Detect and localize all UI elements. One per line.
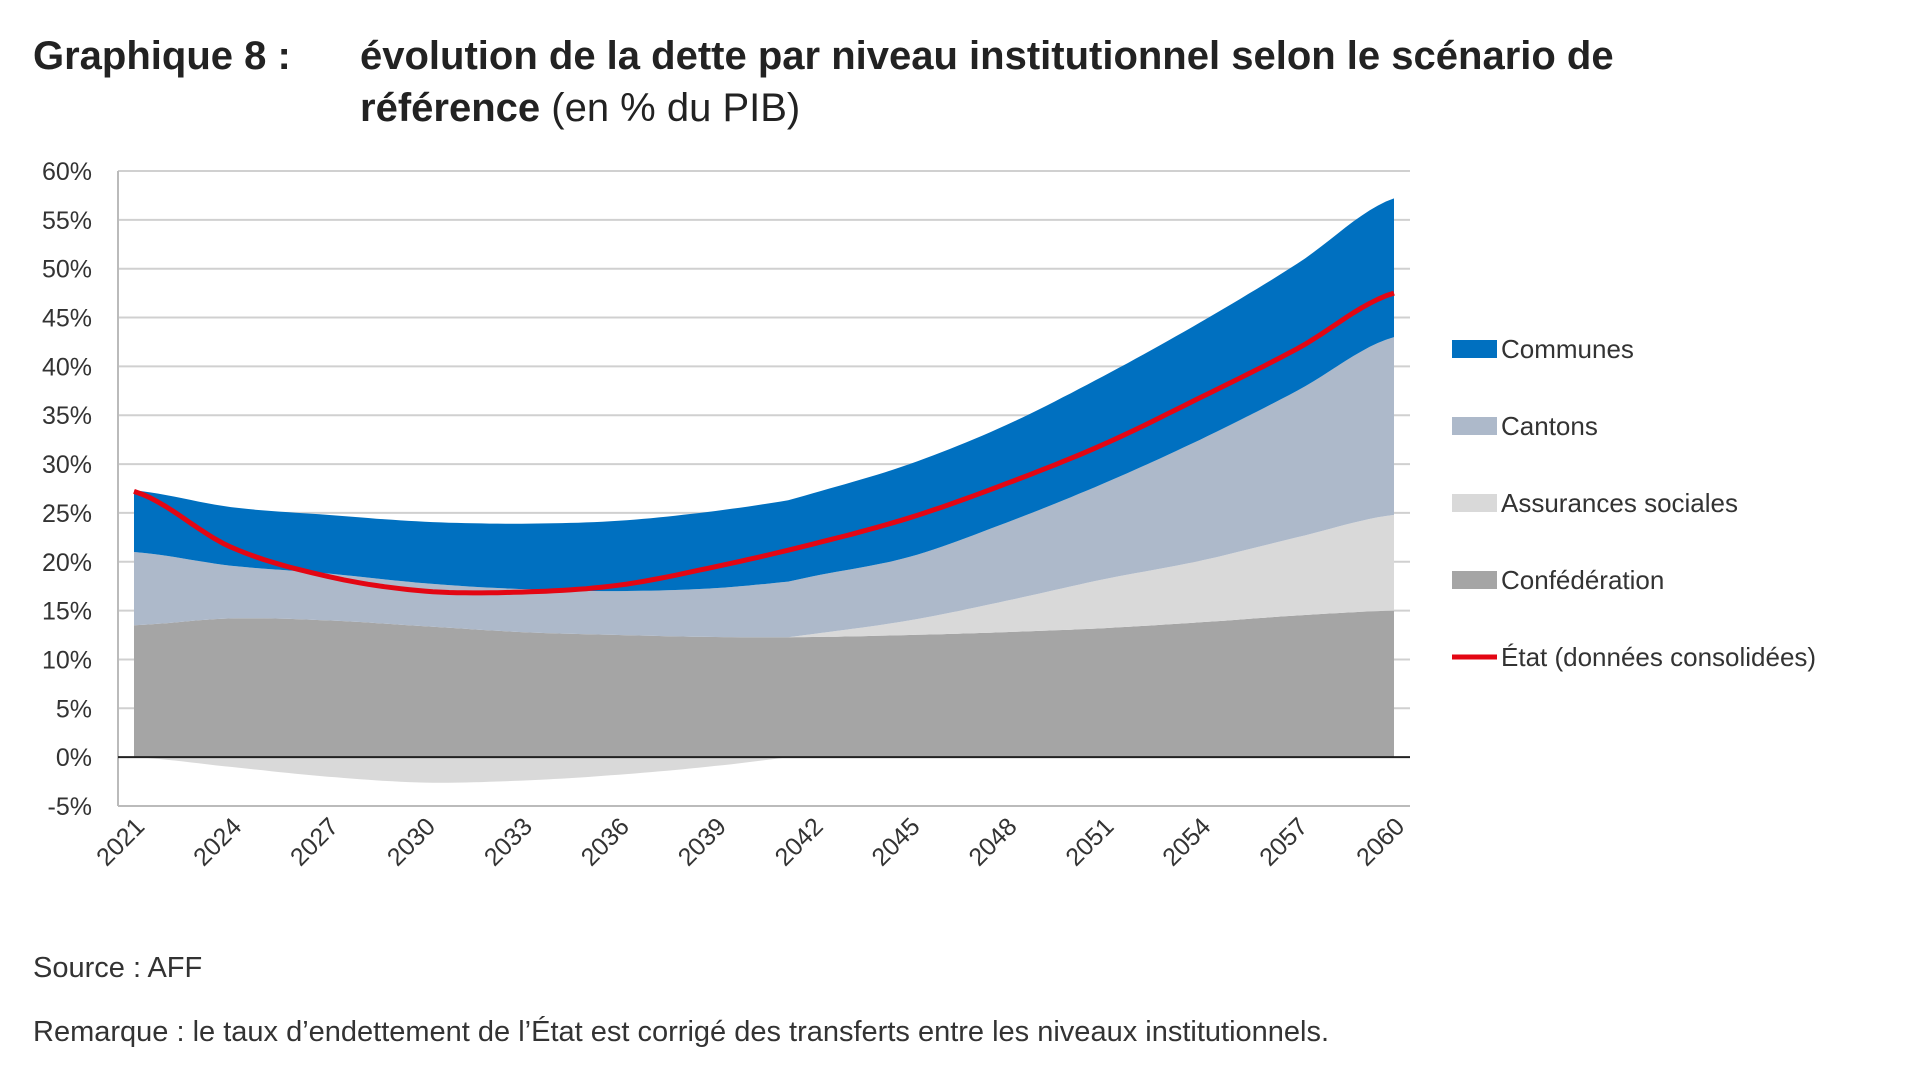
y-tick-label: 30% [42,451,92,479]
y-tick-label: 45% [42,305,92,333]
x-tick-label: 2021 [91,812,150,871]
x-tick-label: 2036 [576,812,635,871]
x-tick-label: 2039 [673,812,732,871]
legend-label: Assurances sociales [1501,488,1738,518]
y-tick-label: -5% [48,793,92,821]
legend-swatch [1452,494,1497,512]
x-tick-label: 2051 [1060,812,1119,871]
x-tick-label: 2033 [479,812,538,871]
area-assurances-sociales-negative [134,757,1394,783]
x-tick-label: 2042 [770,812,829,871]
chart-title-text: évolution de la dette par niveau institu… [360,34,1614,130]
area-confederation [134,610,1394,758]
y-tick-label: 0% [56,744,92,772]
area-cantons [134,337,1394,638]
y-tick-label: 5% [56,695,92,723]
y-tick-label: 40% [42,353,92,381]
y-tick-label: 50% [42,256,92,284]
y-tick-label: 55% [42,207,92,235]
x-tick-label: 2027 [285,812,344,871]
source-note: Source : AFF [33,952,203,984]
y-tick-label: 25% [42,500,92,528]
y-tick-label: 15% [42,598,92,626]
chart-unit: (en % du PIB) [551,86,801,130]
x-tick-label: 2030 [382,812,441,871]
y-tick-label: 60% [42,158,92,186]
y-tick-label: 10% [42,646,92,674]
legend-label: Cantons [1501,411,1598,441]
line-etat [133,290,1395,596]
area-assurances-sociales [134,514,1394,638]
legend-label: État (données consolidées) [1501,642,1816,672]
x-tick-label: 2057 [1254,812,1313,871]
legend-swatch [1452,340,1497,358]
x-tick-label: 2024 [188,812,247,871]
x-tick-label: 2060 [1351,812,1410,871]
x-tick-label: 2045 [866,812,925,871]
area-communes [134,198,1394,592]
legend-swatch [1452,571,1497,589]
legend-swatch [1452,417,1497,435]
chart-number: Graphique 8 : [33,34,291,78]
legend-label: Communes [1501,334,1634,364]
y-tick-label: 35% [42,402,92,430]
y-tick-label: 20% [42,549,92,577]
x-tick-label: 2048 [963,812,1022,871]
x-tick-label: 2054 [1157,812,1216,871]
remark-note: Remarque : le taux d’endettement de l’Ét… [33,1016,1330,1048]
legend-label: Confédération [1501,565,1664,595]
